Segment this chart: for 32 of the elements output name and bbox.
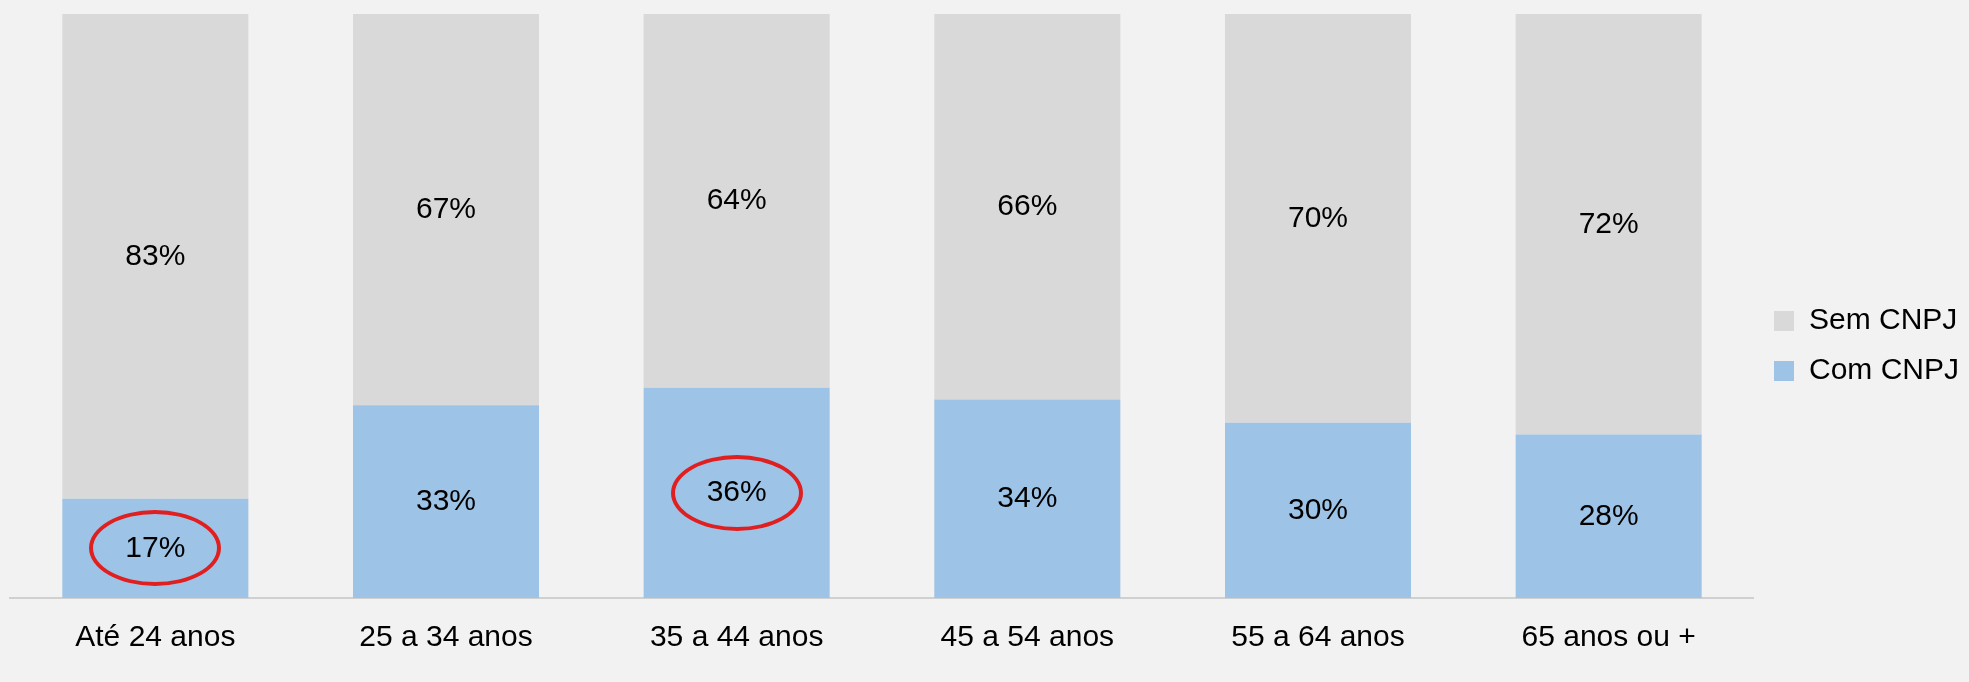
x-tick-label: 25 a 34 anos <box>359 619 533 653</box>
bar <box>1224 14 1411 423</box>
bar <box>352 14 540 406</box>
bar <box>643 14 830 388</box>
data-label: 83% <box>125 237 186 271</box>
x-tick-label: 55 a 64 anos <box>1231 619 1405 653</box>
x-tick-label: Até 24 anos <box>75 619 236 653</box>
data-label: 28% <box>1578 497 1639 531</box>
data-label: 33% <box>415 482 477 516</box>
data-label: 72% <box>1578 205 1639 239</box>
bar <box>62 498 249 598</box>
bar <box>352 405 540 598</box>
data-label: 67% <box>415 190 477 224</box>
bar <box>643 387 830 598</box>
bar <box>934 14 1121 400</box>
bar <box>934 399 1121 598</box>
legend-label: Sem CNPJ <box>1808 302 1958 336</box>
data-label: 17% <box>125 529 186 563</box>
x-tick-label: 65 anos ou + <box>1521 619 1696 653</box>
data-label: 66% <box>997 187 1058 221</box>
bar <box>1515 14 1702 435</box>
data-label: 70% <box>1287 199 1349 233</box>
data-label: 34% <box>997 479 1058 513</box>
data-label: 64% <box>706 182 767 216</box>
bar <box>1224 422 1411 598</box>
x-tick-label: 35 a 44 anos <box>649 619 824 653</box>
legend-label: Com CNPJ <box>1808 352 1959 386</box>
bar <box>62 14 249 499</box>
data-label: 30% <box>1287 491 1349 525</box>
data-label: 36% <box>706 474 767 508</box>
x-tick-label: 45 a 54 anos <box>940 619 1115 653</box>
bar <box>1515 434 1702 598</box>
